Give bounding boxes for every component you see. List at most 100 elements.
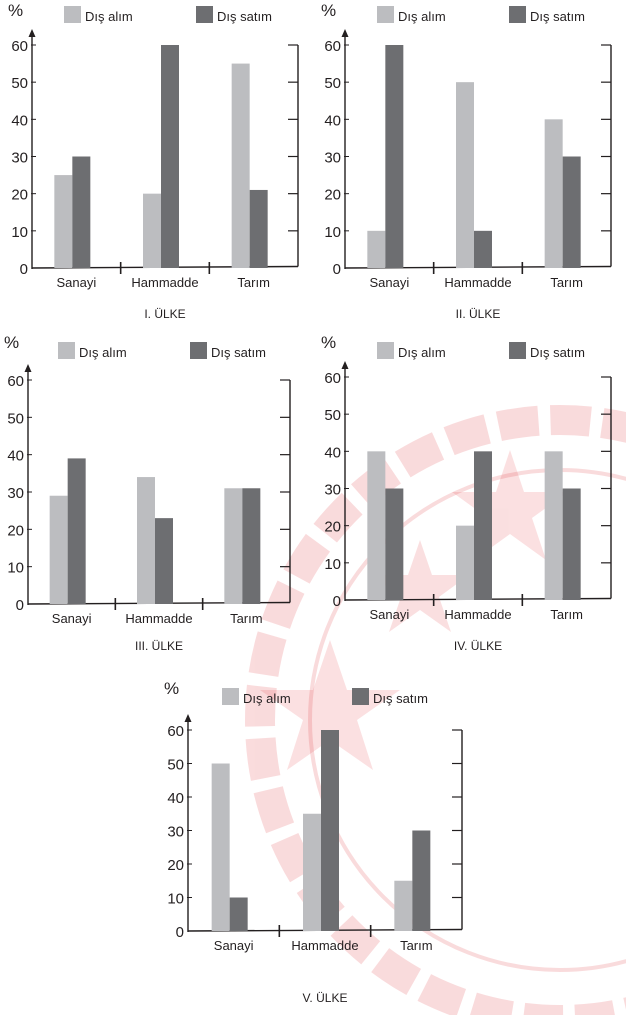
y-tick-label: 0 bbox=[333, 593, 341, 610]
bar-dis-alim-tarım bbox=[231, 63, 250, 269]
bar-dis-satim-hammadde bbox=[474, 230, 492, 268]
category-label: Sanayi bbox=[369, 607, 409, 622]
y-axis-arrow bbox=[24, 364, 32, 372]
bar-dis-alim-sanayi bbox=[211, 763, 230, 931]
category-label: Tarım bbox=[550, 275, 583, 290]
y-tick-label: 0 bbox=[333, 261, 341, 278]
y-tick-label: 40 bbox=[324, 444, 341, 461]
y-tick-label: 10 bbox=[7, 560, 24, 577]
y-tick-label: 50 bbox=[324, 407, 341, 424]
bar-dis-alim-tarım bbox=[544, 119, 563, 268]
y-tick-label: 20 bbox=[324, 519, 341, 536]
legend-swatch-dis-satim bbox=[196, 6, 213, 23]
y-tick-label: 20 bbox=[11, 187, 28, 204]
legend-label-dis-alim: Dış alım bbox=[398, 345, 446, 360]
y-axis-arrow bbox=[28, 29, 36, 37]
category-label: Tarım bbox=[237, 275, 270, 290]
bar-dis-satim-sanayi bbox=[385, 45, 404, 268]
legend-swatch-dis-alim bbox=[58, 342, 75, 359]
legend-label-dis-alim: Dış alım bbox=[398, 9, 446, 24]
category-label: Hammadde bbox=[131, 275, 198, 290]
bar-dis-satim-sanayi bbox=[229, 897, 248, 931]
bar-dis-alim-tarım bbox=[224, 488, 243, 604]
chart-title: III. ÜLKE bbox=[135, 639, 183, 653]
legend-label-dis-satim: Dış satım bbox=[373, 691, 428, 706]
bar-dis-satim-tarım bbox=[562, 156, 581, 268]
bar-dis-satim-tarım bbox=[412, 830, 431, 931]
y-tick-label: 40 bbox=[11, 112, 28, 129]
y-unit-label: % bbox=[321, 1, 336, 20]
category-label: Hammadde bbox=[291, 938, 358, 953]
y-tick-label: 10 bbox=[167, 891, 184, 908]
y-tick-label: 30 bbox=[167, 824, 184, 841]
category-label: Hammadde bbox=[125, 611, 192, 626]
legend-label-dis-satim: Dış satım bbox=[217, 9, 272, 24]
y-tick-label: 10 bbox=[324, 224, 341, 241]
y-tick-label: 30 bbox=[324, 482, 341, 499]
legend-label-dis-satim: Dış satım bbox=[530, 9, 585, 24]
category-label: Hammadde bbox=[444, 607, 511, 622]
bar-dis-alim-sanayi bbox=[49, 495, 68, 604]
legend-label-dis-alim: Dış alım bbox=[243, 691, 291, 706]
bar-dis-satim-hammadde bbox=[155, 518, 173, 604]
bar-dis-alim-tarım bbox=[394, 880, 413, 931]
bar-dis-satim-hammadde bbox=[321, 730, 339, 931]
y-tick-label: 50 bbox=[11, 75, 28, 92]
y-tick-label: 60 bbox=[324, 38, 341, 55]
bar-dis-alim-hammadde bbox=[143, 193, 161, 268]
bar-dis-alim-hammadde bbox=[456, 525, 474, 600]
bar-dis-alim-sanayi bbox=[367, 451, 386, 600]
y-tick-label: 20 bbox=[324, 187, 341, 204]
chart-title: I. ÜLKE bbox=[144, 307, 185, 321]
category-label: Tarım bbox=[550, 607, 583, 622]
category-label: Sanayi bbox=[56, 275, 96, 290]
bar-dis-alim-hammadde bbox=[137, 477, 155, 604]
chart-title: V. ÜLKE bbox=[303, 991, 348, 1005]
bar-dis-alim-sanayi bbox=[54, 175, 73, 268]
y-tick-label: 40 bbox=[324, 112, 341, 129]
y-tick-label: 0 bbox=[20, 261, 28, 278]
y-tick-label: 30 bbox=[7, 485, 24, 502]
legend-label-dis-satim: Dış satım bbox=[530, 345, 585, 360]
bar-dis-satim-tarım bbox=[249, 189, 268, 268]
bar-dis-alim-sanayi bbox=[367, 230, 386, 268]
legend-swatch-dis-satim bbox=[509, 342, 526, 359]
bar-dis-satim-hammadde bbox=[161, 45, 179, 268]
chart-title: IV. ÜLKE bbox=[454, 639, 502, 653]
y-axis-arrow bbox=[341, 361, 349, 369]
category-label: Hammadde bbox=[444, 275, 511, 290]
y-tick-label: 60 bbox=[7, 373, 24, 390]
legend-swatch-dis-alim bbox=[64, 6, 81, 23]
chart-5: % Dış alım Dış satım 0 10 20 30 40 50 60 Sanayi Ham… bbox=[164, 679, 463, 1005]
y-unit-label: % bbox=[321, 333, 336, 352]
chart-3: % Dış alım Dış satım 0 10 20 30 40 50 60 Sanayi Ham… bbox=[4, 333, 291, 653]
y-tick-label: 60 bbox=[11, 38, 28, 55]
y-tick-label: 50 bbox=[324, 75, 341, 92]
bar-dis-alim-hammadde bbox=[456, 82, 474, 269]
bar-dis-satim-sanayi bbox=[67, 458, 86, 604]
chart-1: % Dış alım Dış satım 0 10 20 30 40 50 60 Sanayi Ham… bbox=[8, 1, 299, 321]
y-unit-label: % bbox=[4, 333, 19, 352]
category-label: Sanayi bbox=[369, 275, 409, 290]
legend-swatch-dis-satim bbox=[190, 342, 207, 359]
category-label: Sanayi bbox=[214, 938, 254, 953]
y-tick-label: 10 bbox=[11, 224, 28, 241]
legend-swatch-dis-alim bbox=[377, 342, 394, 359]
legend-label-dis-satim: Dış satım bbox=[211, 345, 266, 360]
y-tick-label: 60 bbox=[324, 370, 341, 387]
chart-title: II. ÜLKE bbox=[456, 307, 501, 321]
y-tick-label: 60 bbox=[167, 723, 184, 740]
y-axis-arrow bbox=[341, 29, 349, 37]
legend-label-dis-alim: Dış alım bbox=[79, 345, 127, 360]
bar-dis-satim-sanayi bbox=[72, 156, 91, 268]
chart-2: % Dış alım Dış satım 0 10 20 30 40 50 60 Sanayi Ham… bbox=[321, 1, 612, 321]
y-tick-label: 50 bbox=[7, 410, 24, 427]
y-unit-label: % bbox=[8, 1, 23, 20]
y-tick-label: 30 bbox=[324, 150, 341, 167]
y-tick-label: 30 bbox=[11, 150, 28, 167]
legend-swatch-dis-satim bbox=[509, 6, 526, 23]
y-tick-label: 20 bbox=[167, 857, 184, 874]
bar-dis-satim-tarım bbox=[562, 488, 581, 600]
category-label: Sanayi bbox=[52, 611, 92, 626]
bar-dis-satim-tarım bbox=[242, 488, 261, 604]
